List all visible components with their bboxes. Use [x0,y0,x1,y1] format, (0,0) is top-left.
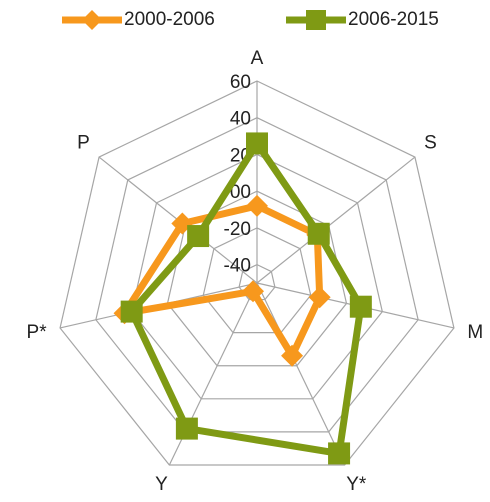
grid-ring [95,117,419,433]
marker [242,280,265,303]
r-tick-label: 40 [230,109,251,130]
legend-label: 2006-2015 [348,9,439,30]
marker [349,295,372,318]
grid-ring [202,227,312,334]
marker [246,194,268,217]
marker [175,417,198,440]
grid-ring [166,190,348,367]
legend-marker [306,10,326,30]
marker [246,132,268,155]
r-tick-label: 00 [230,182,251,203]
category-label: Y [155,474,168,495]
marker [307,222,330,245]
legend-item: 2000-2006 [62,9,215,30]
axis-spoke [256,282,346,466]
legend-label: 2000-2006 [124,9,215,30]
legend-item: 2006-2015 [286,9,439,30]
marker [328,442,351,465]
r-tick-label: -20 [224,219,251,240]
grid-ring [59,80,455,466]
marker [281,344,304,367]
series-line [121,202,324,360]
marker [187,225,210,248]
category-label: A [251,48,264,69]
axis-spoke [256,156,416,284]
r-tick-label: -40 [224,256,251,277]
marker [120,300,143,323]
grid-ring [131,153,383,400]
legend-marker [82,10,102,30]
category-label: S [424,132,437,153]
category-label: Y* [346,474,367,495]
series-line [128,139,365,457]
marker [308,286,331,309]
r-tick-label: 60 [230,72,251,93]
category-label: M [467,322,483,343]
category-label: P [77,132,90,153]
category-label: P* [27,322,48,343]
